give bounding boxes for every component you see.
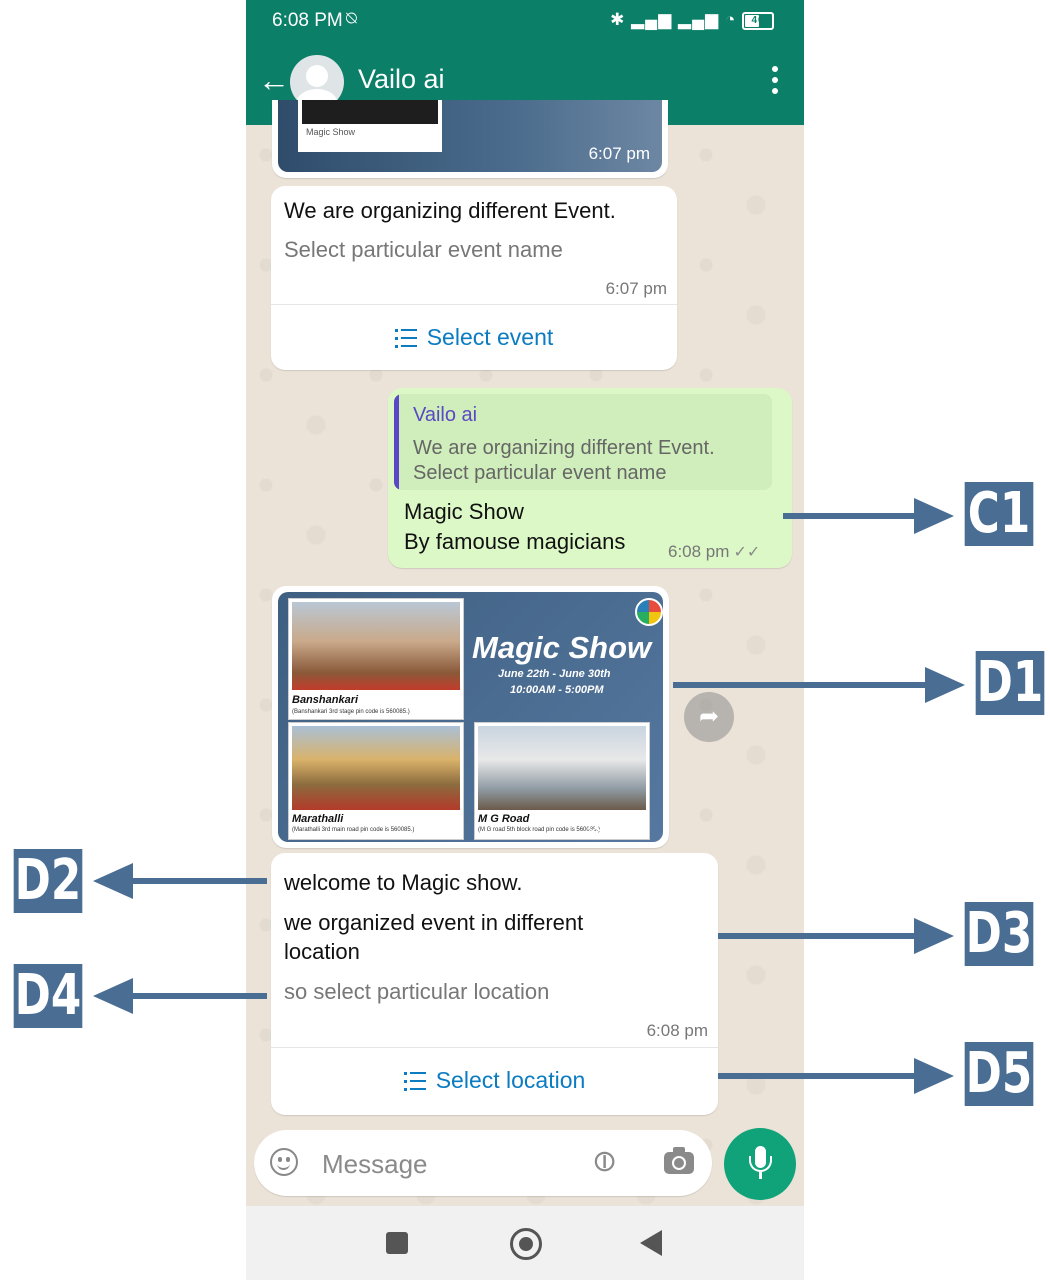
more-options-icon[interactable]: [772, 66, 778, 99]
annotation-arrowhead: [914, 918, 954, 954]
system-nav-bar: [246, 1206, 804, 1280]
message-input-bar: ⊘: [254, 1130, 712, 1196]
message-time: 6:07 pm: [605, 279, 667, 298]
divider: [271, 304, 677, 305]
microphone-button[interactable]: [724, 1128, 796, 1200]
status-icons: ✱ ▂▄▆ ▂▄▆ ◔ 40: [610, 10, 774, 30]
home-icon[interactable]: [510, 1228, 542, 1260]
location-sublabel: (Banshankari 3rd stage pin code is 56008…: [292, 709, 410, 715]
camera-icon[interactable]: [664, 1147, 694, 1174]
message-time: 6:08 pm: [646, 1021, 708, 1040]
annotation-arrow-d5: [718, 1073, 918, 1079]
emoji-icon[interactable]: [270, 1148, 298, 1176]
signal-icon: ▂▄▆: [631, 10, 673, 29]
quoted-message[interactable]: Vailo ai We are organizing different Eve…: [394, 394, 772, 490]
annotation-arrow-d4: [130, 993, 267, 999]
annotation-label-d3: D3: [964, 901, 1034, 966]
status-time: 6:08 PM: [272, 10, 343, 31]
forward-icon[interactable]: ➦: [684, 692, 734, 742]
annotation-arrow-d2: [130, 878, 267, 884]
location-label: Marathalli: [292, 813, 344, 825]
annotation-label-d5: D5: [964, 1041, 1034, 1106]
poster-dates: June 22th - June 30th: [498, 668, 611, 680]
message-subtext: Select particular event name: [284, 237, 563, 262]
select-event-label: Select event: [426, 324, 554, 350]
message-time: 6:08 pm: [587, 816, 649, 835]
wifi-icon: ◔: [724, 10, 737, 29]
reply-line-1: Magic Show: [404, 499, 524, 524]
message-subtext: so select particular location: [284, 979, 550, 1004]
list-icon: [394, 329, 417, 348]
annotation-label-d1: D1: [975, 650, 1045, 715]
select-location-label: Select location: [435, 1067, 586, 1093]
annotation-label-d2: D2: [13, 848, 83, 913]
image-caption: Magic Show: [306, 127, 356, 137]
message-heading: welcome to Magic show.: [284, 870, 523, 895]
contact-name[interactable]: Vailo ai: [358, 64, 445, 94]
list-message-event: We are organizing different Event. Selec…: [271, 186, 677, 370]
attachment-icon[interactable]: ⊘: [584, 1140, 626, 1183]
reply-line-2: By famouse magicians: [404, 529, 626, 554]
battery-level: 40: [751, 14, 765, 26]
image-thumbnail: Magic Show 6:07 pm: [278, 100, 662, 172]
annotation-arrowhead: [914, 498, 954, 534]
message-text: We are organizing different Event.: [284, 198, 616, 223]
battery-icon: 40: [742, 11, 774, 30]
quote-text: We are organizing different Event.: [413, 437, 715, 459]
alarm-off-icon: ⍉: [346, 8, 357, 28]
venue-photo-marathalli: Marathalli (Marathalli 3rd main road pin…: [288, 722, 464, 840]
back-icon[interactable]: [640, 1230, 662, 1256]
message-time: 6:07 pm: [588, 144, 650, 163]
location-label: Banshankari: [292, 694, 359, 706]
message-time: 6:08 pm: [668, 542, 730, 561]
annotation-label-c1: C1: [964, 482, 1034, 546]
image-message-poster[interactable]: Banshankari (Banshankari 3rd stage pin c…: [272, 586, 669, 848]
recents-icon[interactable]: [386, 1232, 408, 1254]
annotation-arrowhead: [93, 978, 133, 1014]
location-sublabel: (M G road 5th block road pin code is 560…: [478, 827, 601, 833]
venue-photo-mg-road: M G Road (M G road 5th block road pin co…: [474, 722, 650, 840]
annotation-arrow-d3: [718, 933, 918, 939]
annotation-arrowhead: [925, 667, 965, 703]
back-arrow-icon[interactable]: ←: [258, 62, 290, 98]
event-poster: Banshankari (Banshankari 3rd stage pin c…: [278, 592, 663, 842]
outgoing-reply-message: Vailo ai We are organizing different Eve…: [388, 388, 792, 568]
divider: [271, 1047, 718, 1048]
bluetooth-icon: ✱: [610, 10, 626, 29]
location-sublabel: (Marathalli 3rd main road pin code is 56…: [292, 827, 415, 833]
read-ticks-icon: ✓✓: [733, 544, 761, 561]
brand-logo-icon: [635, 598, 663, 626]
select-event-button[interactable]: Select event: [271, 324, 677, 351]
annotation-arrowhead: [93, 863, 133, 899]
annotation-arrow-c1: [783, 513, 918, 519]
quote-text: Select particular event name: [413, 462, 667, 484]
message-text: location: [284, 939, 360, 964]
poster-hours: 10:00AM - 5:00PM: [510, 684, 604, 696]
quote-sender: Vailo ai: [413, 404, 478, 426]
venue-photo-banshankari: Banshankari (Banshankari 3rd stage pin c…: [288, 598, 464, 720]
select-location-button[interactable]: Select location: [271, 1067, 718, 1094]
signal-icon-2: ▂▄▆: [678, 10, 720, 29]
annotation-arrow-d1: [673, 682, 929, 688]
message-time-wrap: 6:08 pm ✓✓: [668, 542, 760, 562]
phone-screen: 6:08 PM ⍉ ✱ ▂▄▆ ▂▄▆ ◔ 40 ← Vailo ai Magi…: [246, 0, 804, 1280]
image-message-partial[interactable]: Magic Show 6:07 pm: [272, 100, 668, 178]
annotation-label-d4: D4: [13, 963, 83, 1028]
poster-title: Magic Show: [472, 630, 652, 665]
annotation-arrowhead: [914, 1058, 954, 1094]
list-icon: [403, 1072, 426, 1091]
message-input[interactable]: [320, 1144, 574, 1184]
location-label: M G Road: [478, 813, 530, 825]
message-text: we organized event in different: [284, 910, 584, 935]
list-message-location: welcome to Magic show. we organized even…: [271, 853, 718, 1115]
